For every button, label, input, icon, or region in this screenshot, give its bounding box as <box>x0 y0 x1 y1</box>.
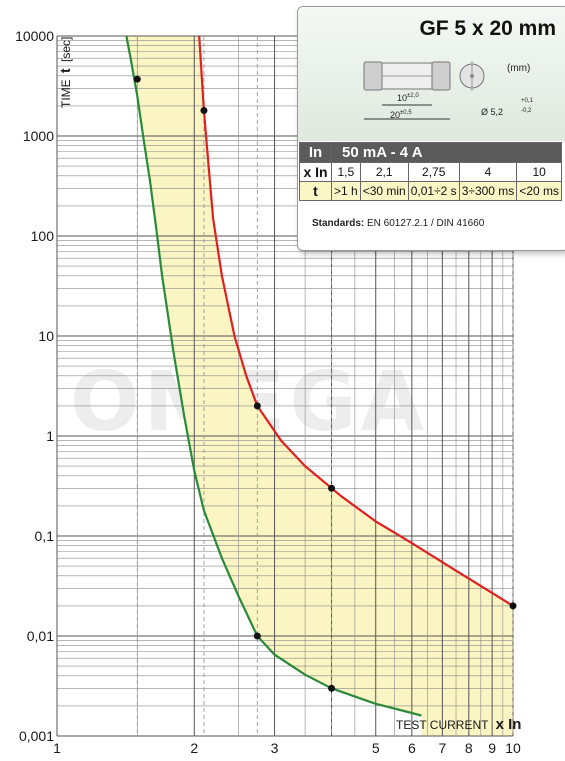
standards-label: Standards: <box>312 218 365 229</box>
xin-cell: 2,75 <box>407 162 460 182</box>
fuse-end-cap-left <box>363 61 383 91</box>
x-tick-label: 8 <box>465 740 473 756</box>
unit-label: (mm) <box>507 63 531 74</box>
y-tick-label: 10 <box>38 328 54 344</box>
x-tick-label: 7 <box>438 740 446 756</box>
t-cell: <30 min <box>359 181 409 201</box>
min-curve-line <box>125 35 422 717</box>
fuse-spec-table: In 50 mA - 4 A x In 1,5 2,1 2,75 4 10 t … <box>299 142 562 201</box>
x-tick-label: 3 <box>271 740 279 756</box>
fuse-drawing <box>363 61 485 120</box>
x-tick-label: 10 <box>505 740 521 756</box>
y-tick-label: 0,1 <box>35 528 55 544</box>
dim-diameter-tol-minus: -0,2 <box>521 108 532 114</box>
y-tick-label: 0,01 <box>27 628 54 644</box>
t-cell: >1 h <box>331 181 361 201</box>
dim-full-tol: ±0,5 <box>400 110 412 116</box>
xin-cell: 10 <box>516 162 562 182</box>
x-tick-label: 2 <box>190 740 198 756</box>
data-point <box>509 602 517 610</box>
data-point <box>253 402 261 410</box>
table-row-t: t >1 h <30 min 0,01÷2 s 3÷300 ms <20 ms <box>299 181 562 201</box>
t-cell: <20 ms <box>516 181 562 201</box>
y-tick-label: 0,001 <box>19 728 54 744</box>
y-tick-label: 1000 <box>23 128 54 144</box>
xin-cell: 1,5 <box>331 162 361 182</box>
table-row-in: In 50 mA - 4 A <box>299 142 562 163</box>
x-axis-title-prefix: TEST CURRENT <box>396 718 489 732</box>
y-axis-title-prefix: TIME <box>59 79 73 108</box>
y-tick-label: 10000 <box>15 28 54 44</box>
data-point <box>328 484 336 492</box>
x-tick-label: 6 <box>408 740 416 756</box>
y-axis-title: TIME t [sec] <box>57 37 73 108</box>
xin-cell: 4 <box>458 162 518 182</box>
in-range: 50 mA - 4 A <box>331 142 562 163</box>
x-tick-label: 1 <box>53 740 61 756</box>
data-point <box>253 632 261 640</box>
max-curve-line <box>198 35 514 607</box>
y-axis-title-symbol: t <box>57 68 73 73</box>
data-point <box>133 75 141 83</box>
fuse-title: GF 5 x 20 mm <box>419 17 556 40</box>
dim-full-value: 20 <box>390 110 401 120</box>
y-tick-label: 100 <box>31 228 55 244</box>
table-row-xin: x In 1,5 2,1 2,75 4 10 <box>299 162 562 182</box>
data-point <box>328 684 336 692</box>
dim-diameter-label: Ø 5,2 <box>481 107 504 117</box>
fuse-info-box: GF 5 x 20 mm (mm) 10±2,0 20±0,5 Ø 5,2 +0… <box>297 6 565 251</box>
in-label: In <box>299 142 332 163</box>
dim-body-value: 10 <box>397 93 408 103</box>
dim-body-label: 10±2,0 <box>397 93 419 103</box>
x-tick-label: 5 <box>372 740 380 756</box>
x-axis-title-symbol: x In <box>496 716 522 733</box>
data-point <box>200 106 208 114</box>
y-tick-label: 1 <box>46 428 54 444</box>
x-tick-label: 9 <box>488 740 496 756</box>
xin-cell: 2,1 <box>359 162 409 182</box>
standards-line: Standards: EN 60127.2.1 / DIN 41660 <box>312 218 484 229</box>
t-cell: 3÷300 ms <box>458 181 518 201</box>
fuse-end-cap-right <box>431 61 451 91</box>
standards-value: EN 60127.2.1 / DIN 41660 <box>367 218 485 229</box>
t-cell: 0,01÷2 s <box>407 181 460 201</box>
tolerance-band <box>126 36 514 736</box>
xin-label: x In <box>299 162 332 182</box>
t-label: t <box>299 181 332 201</box>
y-axis-title-unit: [sec] <box>59 37 73 62</box>
dim-body-tol: ±2,0 <box>407 93 419 99</box>
dim-full-label: 20±0,5 <box>390 110 412 120</box>
x-axis-title: TEST CURRENT x In <box>396 716 521 733</box>
dim-diameter-tol-plus: +0,1 <box>521 98 533 104</box>
